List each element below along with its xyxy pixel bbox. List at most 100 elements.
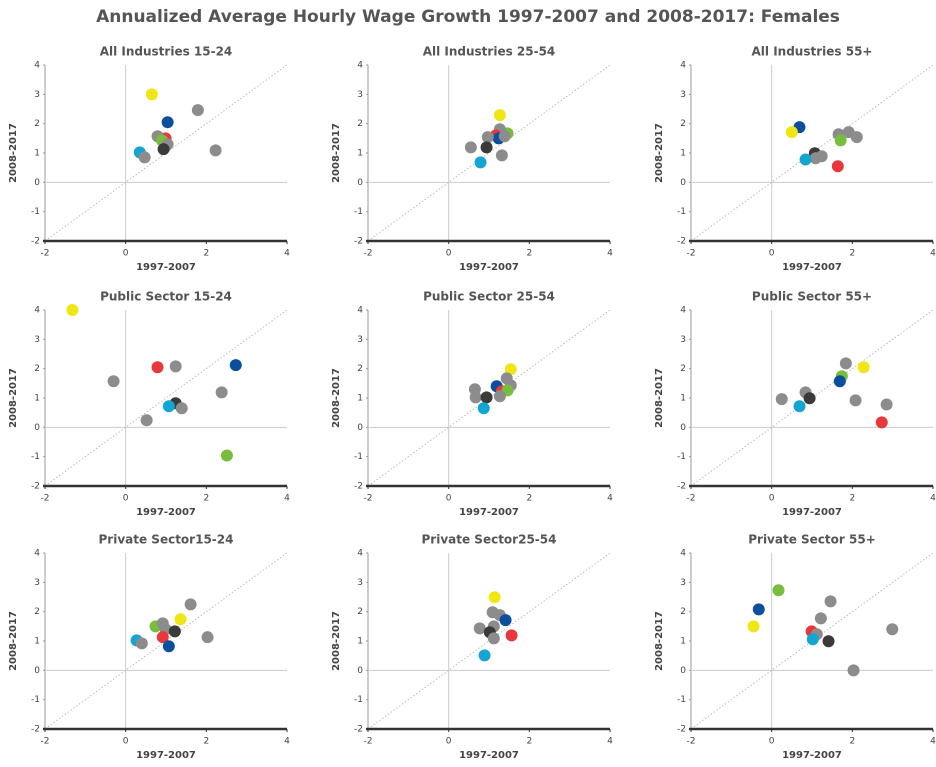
y-tick-label: 1 xyxy=(357,394,363,404)
point xyxy=(824,595,837,608)
panel-title: All Industries 55+ xyxy=(752,45,873,59)
y-tick-label: 0 xyxy=(34,666,40,676)
panel: Private Sector25-54 -2 0 2 4 -2 -1 0 1 2 3 4 1997-20… xyxy=(331,533,613,762)
x-tick-label: 2 xyxy=(526,737,532,747)
panel: Public Sector 15-24 -2 0 2 4 -2 -1 0 1 2 3 4 1997-20… xyxy=(8,290,290,519)
point xyxy=(752,603,765,616)
x-axis-label: 1997-2007 xyxy=(136,750,196,761)
x-tick-label: -2 xyxy=(364,494,373,504)
point xyxy=(138,151,151,164)
x-tick-label: 0 xyxy=(446,737,452,747)
point xyxy=(850,131,863,144)
y-tick-label: -2 xyxy=(677,725,686,735)
y-tick-label: 2 xyxy=(357,364,363,374)
y-tick-label: 2 xyxy=(680,607,686,617)
point xyxy=(487,632,500,645)
x-tick-label: -2 xyxy=(364,249,373,259)
x-tick-label: 0 xyxy=(769,494,775,504)
diagonal xyxy=(368,65,610,241)
point xyxy=(215,386,228,399)
x-tick-label: 2 xyxy=(203,249,209,259)
x-axis-label: 1997-2007 xyxy=(459,507,519,518)
y-tick-label: 1 xyxy=(680,394,686,404)
point xyxy=(477,402,490,415)
point xyxy=(209,144,222,157)
diagonal xyxy=(368,310,610,486)
point xyxy=(814,612,827,625)
x-axis-label: 1997-2007 xyxy=(782,262,842,273)
diagonal xyxy=(691,65,933,241)
x-tick-label: 2 xyxy=(849,249,855,259)
x-tick-label: -2 xyxy=(41,249,50,259)
y-tick-label: 0 xyxy=(680,423,686,433)
x-tick-label: 0 xyxy=(769,737,775,747)
panel-title: Private Sector25-54 xyxy=(422,533,557,547)
panel-title: Private Sector15-24 xyxy=(99,533,234,547)
y-tick-label: -2 xyxy=(31,237,40,247)
y-tick-label: 4 xyxy=(34,306,40,316)
y-tick-label: 3 xyxy=(34,90,40,100)
y-tick-label: 4 xyxy=(34,61,40,71)
y-tick-label: 2 xyxy=(34,607,40,617)
point xyxy=(857,361,870,374)
point xyxy=(135,637,148,650)
panel: All Industries 15-24 -2 0 2 4 -2 -1 0 1 2 3 4 1997-2… xyxy=(8,45,290,274)
point xyxy=(473,622,486,635)
x-tick-label: -2 xyxy=(364,737,373,747)
panel: All Industries 25-54 -2 0 2 4 -2 -1 0 1 2 3 4 1997-2… xyxy=(331,45,613,274)
x-tick-label: -2 xyxy=(687,249,696,259)
point xyxy=(886,623,899,636)
point xyxy=(220,449,233,462)
y-tick-label: 0 xyxy=(34,178,40,188)
panel-title: All Industries 15-24 xyxy=(100,45,233,59)
point xyxy=(175,402,188,415)
x-tick-label: 4 xyxy=(607,737,613,747)
y-axis-label: 2008-2017 xyxy=(654,368,665,428)
x-tick-label: 0 xyxy=(446,494,452,504)
point xyxy=(775,393,788,406)
x-tick-label: 2 xyxy=(203,494,209,504)
panel-title: Public Sector 25-54 xyxy=(423,290,555,304)
point xyxy=(822,635,835,648)
point xyxy=(162,640,175,653)
figure-title: Annualized Average Hourly Wage Growth 19… xyxy=(96,7,840,27)
y-tick-label: 4 xyxy=(34,549,40,559)
point xyxy=(799,153,812,166)
point xyxy=(499,614,512,627)
y-tick-label: 1 xyxy=(680,637,686,647)
y-tick-label: 4 xyxy=(680,549,686,559)
y-tick-label: 3 xyxy=(680,335,686,345)
point xyxy=(495,149,508,162)
diagonal xyxy=(368,553,610,729)
y-axis-label: 2008-2017 xyxy=(331,123,342,183)
diagonal xyxy=(45,65,287,241)
y-axis-label: 2008-2017 xyxy=(8,368,19,428)
point xyxy=(488,591,501,604)
y-tick-label: -1 xyxy=(31,452,40,462)
y-tick-label: 4 xyxy=(357,61,363,71)
point xyxy=(145,88,158,101)
y-axis-label: 2008-2017 xyxy=(654,123,665,183)
panel: Public Sector 55+ -2 0 2 4 -2 -1 0 1 2 3 4 1997-2007… xyxy=(654,290,936,519)
point xyxy=(464,141,477,154)
y-tick-label: 0 xyxy=(357,178,363,188)
y-tick-label: -2 xyxy=(354,482,363,492)
x-tick-label: 2 xyxy=(526,494,532,504)
panel: All Industries 55+ -2 0 2 4 -2 -1 0 1 2 3 4 1997-200… xyxy=(654,45,936,274)
panel: Private Sector 55+ -2 0 2 4 -2 -1 0 1 2 3 4 1997-200… xyxy=(654,533,936,762)
y-tick-label: 4 xyxy=(680,61,686,71)
y-tick-label: 4 xyxy=(357,549,363,559)
point xyxy=(493,390,506,403)
x-tick-label: 0 xyxy=(769,249,775,259)
y-tick-label: -1 xyxy=(354,452,363,462)
diagonal xyxy=(45,553,287,729)
x-axis-label: 1997-2007 xyxy=(782,750,842,761)
y-axis-label: 2008-2017 xyxy=(654,611,665,671)
y-tick-label: 1 xyxy=(357,149,363,159)
x-axis-label: 1997-2007 xyxy=(136,262,196,273)
x-tick-label: 0 xyxy=(123,737,129,747)
x-tick-label: 4 xyxy=(930,737,936,747)
y-tick-label: -1 xyxy=(31,207,40,217)
